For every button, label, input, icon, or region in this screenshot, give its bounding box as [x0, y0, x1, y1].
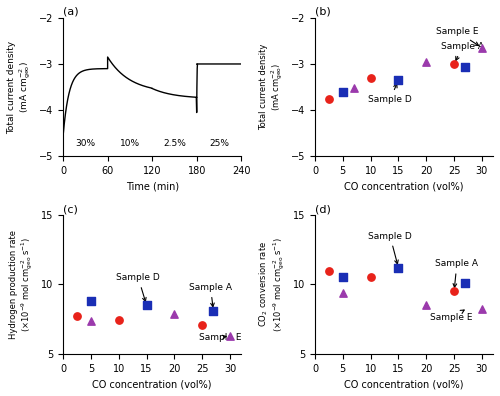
Point	[478, 45, 486, 51]
Point	[73, 313, 81, 320]
Point	[339, 289, 347, 296]
Text: (b): (b)	[315, 7, 330, 17]
Text: 10%: 10%	[120, 139, 140, 148]
Y-axis label: Total current density
(mA cm$_{\mathregular{geo}}^{\mathregular{-2}}$): Total current density (mA cm$_{\mathregu…	[259, 44, 285, 130]
Point	[87, 318, 95, 324]
Text: (a): (a)	[63, 7, 78, 17]
Text: Sample E: Sample E	[200, 333, 242, 342]
Point	[325, 95, 333, 102]
Text: Sample A: Sample A	[441, 42, 484, 60]
Point	[339, 89, 347, 95]
Text: Sample D: Sample D	[368, 232, 412, 264]
Point	[366, 274, 374, 281]
Point	[394, 265, 402, 271]
Point	[422, 59, 430, 65]
Text: 25%: 25%	[209, 139, 229, 148]
Point	[198, 322, 206, 328]
X-axis label: CO concentration (vol%): CO concentration (vol%)	[344, 379, 464, 389]
Point	[450, 288, 458, 295]
Y-axis label: Total current density
(mA cm$_{\mathregular{geo}}^{\mathregular{-2}}$): Total current density (mA cm$_{\mathregu…	[7, 40, 34, 134]
Y-axis label: Hydrogen production rate
($\times$10$^{-9}$ mol cm$_{\mathregular{geo}}^{\mathre: Hydrogen production rate ($\times$10$^{-…	[9, 230, 36, 339]
Y-axis label: CO$_2$ conversion rate
($\times$10$^{-9}$ mol cm$_{\mathregular{geo}}^{\mathregu: CO$_2$ conversion rate ($\times$10$^{-9}…	[258, 237, 288, 332]
Point	[394, 77, 402, 83]
Text: (c): (c)	[63, 204, 78, 214]
X-axis label: Time (min): Time (min)	[126, 182, 178, 192]
Text: 2.5%: 2.5%	[163, 139, 186, 148]
Text: Sample E: Sample E	[430, 310, 472, 322]
Text: (d): (d)	[315, 204, 331, 214]
Text: 30%: 30%	[76, 139, 96, 148]
Point	[87, 298, 95, 304]
X-axis label: CO concentration (vol%): CO concentration (vol%)	[344, 182, 464, 192]
Point	[325, 267, 333, 274]
Point	[478, 306, 486, 312]
Point	[142, 302, 150, 308]
Point	[450, 61, 458, 67]
Text: Sample A: Sample A	[189, 283, 232, 307]
Text: Sample E: Sample E	[436, 27, 478, 46]
Point	[115, 317, 123, 324]
Text: Sample D: Sample D	[116, 273, 160, 301]
Text: Sample A: Sample A	[436, 259, 478, 287]
Point	[210, 308, 218, 314]
Point	[226, 333, 234, 339]
Point	[170, 310, 178, 317]
Point	[461, 280, 469, 286]
Point	[350, 85, 358, 91]
Point	[422, 302, 430, 308]
Text: Sample D: Sample D	[368, 84, 412, 104]
X-axis label: CO concentration (vol%): CO concentration (vol%)	[92, 379, 212, 389]
Point	[366, 75, 374, 81]
Point	[461, 64, 469, 70]
Point	[339, 274, 347, 281]
